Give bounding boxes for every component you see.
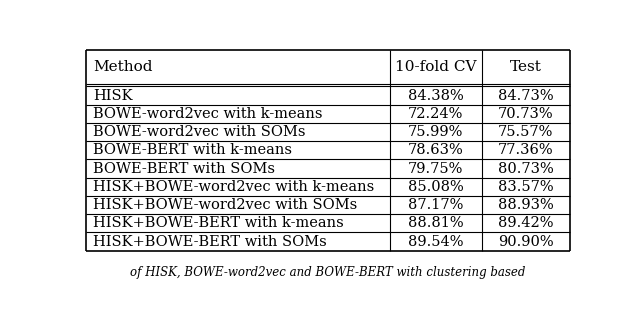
- Text: 87.17%: 87.17%: [408, 198, 463, 212]
- Text: of HISK, BOWE-word2vec and BOWE-BERT with clustering based: of HISK, BOWE-word2vec and BOWE-BERT wit…: [131, 266, 525, 279]
- Text: 84.38%: 84.38%: [408, 89, 464, 103]
- Text: Test: Test: [510, 60, 542, 74]
- Text: 78.63%: 78.63%: [408, 143, 464, 157]
- Text: 77.36%: 77.36%: [498, 143, 554, 157]
- Text: 10-fold CV: 10-fold CV: [395, 60, 477, 74]
- Text: HISK+BOWE-BERT with k-means: HISK+BOWE-BERT with k-means: [93, 216, 344, 230]
- Text: BOWE-word2vec with SOMs: BOWE-word2vec with SOMs: [93, 125, 306, 139]
- Text: HISK+BOWE-BERT with SOMs: HISK+BOWE-BERT with SOMs: [93, 234, 327, 249]
- Text: Method: Method: [93, 60, 153, 74]
- Text: HISK+BOWE-word2vec with k-means: HISK+BOWE-word2vec with k-means: [93, 180, 374, 194]
- Text: HISK: HISK: [93, 89, 133, 103]
- Text: BOWE-BERT with k-means: BOWE-BERT with k-means: [93, 143, 292, 157]
- Text: 80.73%: 80.73%: [498, 162, 554, 175]
- Text: BOWE-word2vec with k-means: BOWE-word2vec with k-means: [93, 107, 323, 121]
- Text: 75.99%: 75.99%: [408, 125, 463, 139]
- Text: 72.24%: 72.24%: [408, 107, 463, 121]
- Text: 90.90%: 90.90%: [498, 234, 554, 249]
- Text: HISK+BOWE-word2vec with SOMs: HISK+BOWE-word2vec with SOMs: [93, 198, 358, 212]
- Text: 70.73%: 70.73%: [498, 107, 554, 121]
- Text: 88.81%: 88.81%: [408, 216, 464, 230]
- Text: 83.57%: 83.57%: [498, 180, 554, 194]
- Text: 84.73%: 84.73%: [498, 89, 554, 103]
- Text: 88.93%: 88.93%: [498, 198, 554, 212]
- Text: 75.57%: 75.57%: [498, 125, 554, 139]
- Text: 89.42%: 89.42%: [498, 216, 554, 230]
- Text: 85.08%: 85.08%: [408, 180, 464, 194]
- Text: 79.75%: 79.75%: [408, 162, 463, 175]
- Text: BOWE-BERT with SOMs: BOWE-BERT with SOMs: [93, 162, 275, 175]
- Text: 89.54%: 89.54%: [408, 234, 463, 249]
